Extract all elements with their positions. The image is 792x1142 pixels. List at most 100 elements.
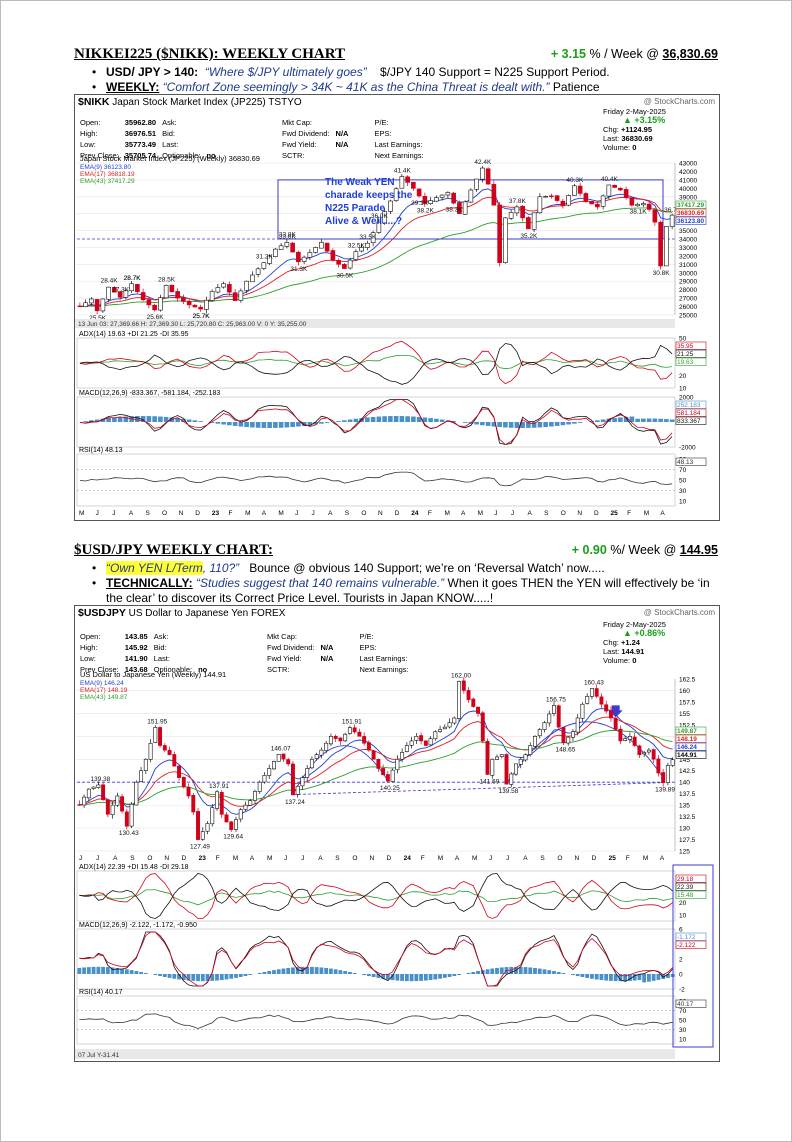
rsi-tick: 10 bbox=[679, 1037, 687, 1044]
price-label: 146.07 bbox=[271, 745, 291, 752]
rsi-tick: 30 bbox=[679, 488, 687, 495]
macd-histogram-bar bbox=[560, 422, 566, 426]
macd-histogram-bar bbox=[585, 974, 590, 978]
macd-tick: -2000 bbox=[679, 445, 696, 452]
x-tick-label: M bbox=[438, 855, 443, 862]
y-tick-label: 125 bbox=[679, 849, 690, 856]
macd-histogram-bar bbox=[526, 422, 531, 428]
macd-histogram-bar bbox=[664, 419, 669, 422]
macd-histogram-bar bbox=[452, 974, 457, 976]
candle-body bbox=[115, 795, 120, 806]
macd-histogram-bar bbox=[376, 416, 382, 422]
x-tick-label: D bbox=[195, 510, 200, 517]
usdjpy-change-pct: + 0.90 bbox=[571, 543, 607, 557]
macd-histogram-bar bbox=[124, 969, 129, 974]
rsi-label: RSI(14) 48.13 bbox=[79, 447, 123, 454]
candle-body bbox=[148, 743, 153, 760]
macd-histogram-bar bbox=[503, 422, 508, 428]
x-tick-label: M bbox=[79, 510, 84, 517]
candle-body bbox=[290, 242, 295, 253]
macd-histogram-bar bbox=[589, 421, 594, 422]
y-tick-label: 145 bbox=[679, 757, 690, 764]
candle-body bbox=[523, 754, 528, 761]
price-label: 25.6K bbox=[147, 314, 165, 321]
macd-histogram-bar bbox=[276, 969, 281, 974]
candle-body bbox=[129, 283, 134, 292]
x-tick-label: D bbox=[395, 510, 400, 517]
rising-support-line bbox=[292, 782, 664, 795]
candle-body bbox=[219, 792, 224, 815]
candle-body bbox=[271, 761, 276, 770]
candle-body bbox=[434, 197, 439, 202]
macd-histogram-bar bbox=[181, 974, 186, 981]
quote-value: 36976.51 bbox=[124, 129, 157, 138]
candle-body bbox=[181, 777, 186, 788]
candle-body bbox=[139, 770, 144, 782]
price-label: 36.7K bbox=[664, 207, 682, 214]
x-tick-label: A bbox=[129, 510, 134, 517]
ema9-legend: EMA(9) 36123.80 bbox=[80, 164, 131, 171]
price-label: 28.4K bbox=[101, 277, 119, 284]
candle-body bbox=[267, 768, 272, 776]
macd-tick: 2 bbox=[679, 957, 683, 964]
x-tick-label: N bbox=[577, 510, 582, 517]
candle-body bbox=[238, 290, 244, 301]
y-tick-label: 127.5 bbox=[679, 837, 696, 844]
quote-label: Mkt Cap: bbox=[282, 118, 313, 127]
macd-histogram-bar bbox=[520, 422, 525, 428]
nikkei-weekly-change: + 3.15 % / Week @ 36,830.69 bbox=[551, 47, 718, 61]
candle-body bbox=[117, 291, 123, 298]
quote-label: Bid: bbox=[153, 643, 167, 652]
x-tick-label: A bbox=[523, 855, 528, 862]
candle-body bbox=[172, 754, 177, 767]
x-tick-label: F bbox=[216, 855, 220, 862]
y-tick-label: 33000 bbox=[679, 245, 697, 252]
macd-histogram-bar bbox=[651, 974, 656, 981]
price-label: 137.91 bbox=[209, 783, 229, 790]
macd-histogram-bar bbox=[267, 422, 272, 428]
macd-histogram-bar bbox=[158, 416, 163, 422]
candle-body bbox=[82, 796, 87, 806]
candle-body bbox=[471, 698, 476, 707]
rsi-series-line bbox=[79, 1013, 673, 1029]
price-label: 139.38 bbox=[90, 776, 110, 783]
macd-histogram-bar bbox=[433, 974, 438, 980]
series-title: Japan Stock Market Index (JP225) (Weekly… bbox=[80, 155, 260, 163]
candle-body bbox=[651, 749, 656, 760]
quote-label: Ask: bbox=[153, 632, 169, 641]
macd-histogram-bar bbox=[135, 416, 140, 422]
ema-17-line bbox=[79, 716, 673, 807]
candle-body bbox=[175, 291, 180, 299]
quote-label: EPS: bbox=[359, 643, 377, 652]
macd-histogram-bar bbox=[115, 967, 120, 974]
macd-histogram-bar bbox=[338, 970, 343, 974]
candle-body bbox=[376, 221, 382, 233]
candle-body bbox=[200, 831, 205, 840]
usdjpy-weekly-change: + 0.90 %/ Week @ 144.95 bbox=[572, 543, 718, 557]
price-label: 151.91 bbox=[342, 719, 362, 726]
macd-histogram-bar bbox=[313, 422, 318, 425]
quote-value: 35773.49 bbox=[124, 140, 157, 149]
nikkei-change-pct: + 3.15 bbox=[550, 47, 586, 61]
y-tick-label: 162.5 bbox=[679, 677, 696, 684]
macd-histogram-bar bbox=[571, 974, 575, 976]
adx-series-line bbox=[79, 340, 673, 385]
quote-label: EPS: bbox=[374, 129, 392, 138]
candle-body bbox=[520, 206, 525, 219]
macd-histogram-bar bbox=[395, 974, 400, 981]
y-tick-label: 39000 bbox=[679, 194, 697, 201]
candle-body bbox=[661, 772, 666, 784]
macd-histogram-bar bbox=[310, 966, 314, 974]
macd-histogram-bar bbox=[347, 971, 352, 974]
candle-body bbox=[278, 245, 284, 250]
macd-histogram-bar bbox=[523, 967, 528, 974]
price-label: 30.8K bbox=[653, 270, 671, 277]
quote-label: Fwd Yield: bbox=[267, 654, 302, 663]
bullet-text: Patience bbox=[552, 80, 600, 94]
macd-histogram-bar bbox=[129, 970, 134, 974]
time-axis: JJJJAASSOONNDD2323FFMMAAMMJJJJAASSOONNDD… bbox=[79, 855, 665, 1059]
candle-body bbox=[123, 290, 129, 298]
macd-histogram-bar bbox=[229, 974, 234, 979]
ema-9-line bbox=[79, 708, 673, 815]
macd-histogram-bar bbox=[661, 974, 666, 979]
